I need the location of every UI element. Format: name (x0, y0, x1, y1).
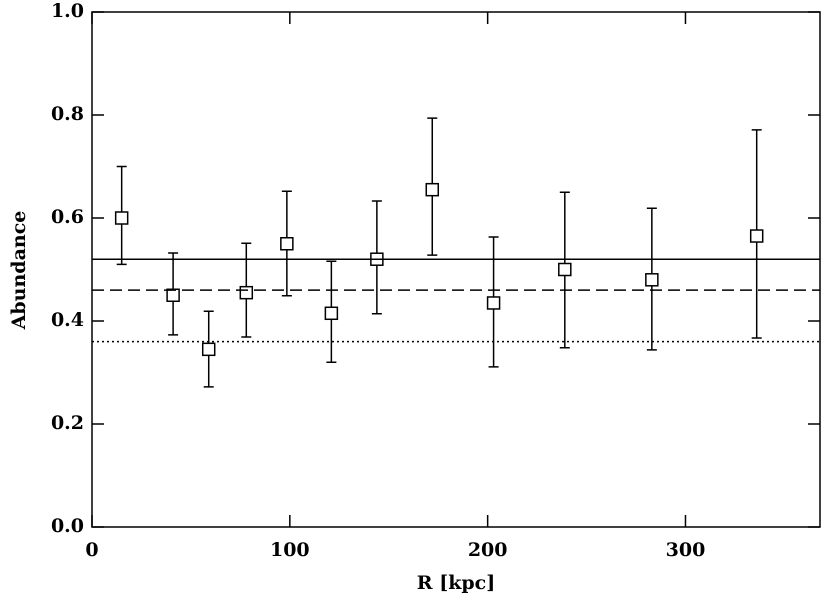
error-bar (371, 200, 382, 315)
x-axis-label: R [kpc] (417, 572, 495, 594)
data-point (425, 182, 440, 197)
y-tick-label: 0.8 (51, 103, 84, 125)
data-point (749, 229, 764, 243)
error-bar (116, 165, 127, 266)
x-tick-label: 300 (666, 539, 706, 561)
y-tick-label: 1.0 (51, 0, 84, 22)
error-bar (168, 252, 179, 336)
data-point (201, 342, 216, 357)
data-point (558, 262, 572, 277)
y-tick-label: 0.2 (51, 412, 84, 434)
error-bar (241, 242, 252, 338)
data-point (166, 288, 180, 302)
error-bar (559, 191, 570, 349)
error-bar (646, 207, 657, 351)
y-axis-label: Abundance (8, 211, 30, 331)
data-point (324, 306, 339, 321)
plot-frame (91, 11, 821, 528)
data-point (239, 285, 254, 300)
data-point (486, 296, 501, 310)
error-bar (203, 310, 214, 388)
x-tick-label: 200 (468, 539, 508, 561)
error-bar (326, 260, 337, 363)
data-point (280, 237, 294, 251)
error-bar (488, 236, 499, 368)
data-point (114, 211, 129, 225)
y-tick-label: 0.4 (51, 309, 84, 331)
data-point (645, 273, 659, 287)
error-bar (427, 117, 438, 256)
error-bar (281, 190, 292, 297)
y-tick-label: 0.0 (51, 515, 84, 537)
x-tick-label: 0 (85, 539, 98, 561)
x-tick-label: 100 (270, 539, 310, 561)
data-point (370, 252, 384, 266)
y-tick-label: 0.6 (51, 206, 84, 228)
error-bar (751, 129, 762, 339)
